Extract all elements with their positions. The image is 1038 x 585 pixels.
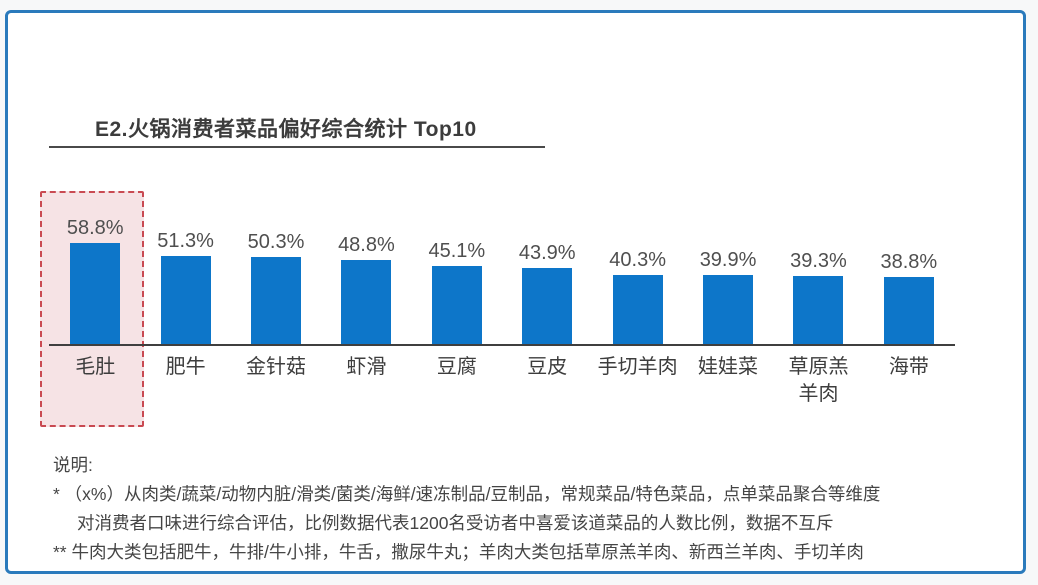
bar-column-草原羔羊肉: 39.3% bbox=[773, 191, 863, 344]
category-label: 豆腐 bbox=[436, 356, 477, 378]
chart-title: E2.火锅消费者菜品偏好综合统计 Top10 bbox=[95, 118, 477, 141]
bar-value-label: 50.3% bbox=[247, 231, 305, 253]
notes-lines: * （x%）从肉类/蔬菜/动物内脏/滑类/菌类/海鲜/速冻制品/豆制品，常规菜品… bbox=[53, 480, 993, 567]
bar-value-label: 38.8% bbox=[880, 251, 938, 273]
notes-heading: 说明: bbox=[53, 455, 93, 475]
bar bbox=[883, 277, 934, 344]
bar-column-手切羊肉: 40.3% bbox=[592, 191, 682, 344]
category-labels-row: 毛肚 肥牛 金针菇 虾滑 豆腐 豆皮 手切羊肉 娃娃菜 草原羔 羊肉 海带 bbox=[50, 354, 954, 408]
chart-card: E2.火锅消费者菜品偏好综合统计 Top10 58.8% 51.3% 50.3% 48… bbox=[5, 10, 1026, 574]
bar-value-label: 39.9% bbox=[699, 249, 757, 271]
bar-column-虾滑: 48.8% bbox=[321, 191, 411, 344]
bar-value-label: 39.3% bbox=[790, 250, 847, 272]
bar bbox=[251, 257, 302, 344]
bar bbox=[612, 275, 663, 344]
bar-column-毛肚: 58.8% bbox=[50, 191, 140, 344]
category-label: 海带 bbox=[888, 356, 929, 378]
note-line: * （x%）从肉类/蔬菜/动物内脏/滑类/菌类/海鲜/速冻制品/豆制品，常规菜品… bbox=[53, 484, 881, 504]
category-label: 草原羔 羊肉 bbox=[788, 356, 849, 405]
bar-column-金针菇: 50.3% bbox=[231, 191, 321, 344]
category-label: 金针菇 bbox=[246, 356, 307, 378]
bar-value-label: 43.9% bbox=[518, 242, 576, 264]
bar-column-豆皮: 43.9% bbox=[502, 191, 592, 344]
category-label: 肥牛 bbox=[165, 356, 206, 378]
note-line: 对消费者口味进行综合评估，比例数据代表1200名受访者中喜爱该道菜品的人数比例，… bbox=[77, 513, 834, 533]
bar bbox=[160, 256, 211, 344]
note-line: ** 牛肉大类包括肥牛，牛排/牛小排，牛舌，撒尿牛丸；羊肉大类包括草原羔羊肉、新… bbox=[53, 542, 864, 562]
bar bbox=[341, 260, 392, 344]
bar-column-豆腐: 45.1% bbox=[412, 191, 502, 344]
bar-value-label: 58.8% bbox=[66, 217, 124, 239]
bar-value-label: 51.3% bbox=[157, 230, 214, 252]
bar-value-label: 45.1% bbox=[428, 240, 486, 262]
bar bbox=[522, 268, 573, 344]
title-underline bbox=[49, 146, 545, 148]
category-label: 手切羊肉 bbox=[597, 356, 678, 378]
x-axis-line bbox=[49, 344, 955, 346]
bar-column-海带: 38.8% bbox=[864, 191, 954, 344]
category-label: 毛肚 bbox=[75, 356, 116, 378]
bar-chart: 58.8% 51.3% 50.3% 48.8% 45.1% 43.9% 40.3% 39.9%… bbox=[8, 13, 1038, 585]
bar bbox=[70, 243, 121, 344]
bars-row: 58.8% 51.3% 50.3% 48.8% 45.1% 43.9% 40.3% 39.9%… bbox=[50, 191, 954, 344]
bar-value-label: 40.3% bbox=[609, 249, 666, 271]
bar bbox=[703, 275, 754, 344]
bar-column-肥牛: 51.3% bbox=[140, 191, 230, 344]
bar bbox=[431, 266, 482, 344]
category-label: 虾滑 bbox=[346, 356, 387, 378]
bar bbox=[793, 276, 844, 344]
bar-value-label: 48.8% bbox=[338, 234, 395, 256]
category-label: 豆皮 bbox=[527, 356, 568, 378]
footnotes: 说明: * （x%）从肉类/蔬菜/动物内脏/滑类/菌类/海鲜/速冻制品/豆制品，… bbox=[53, 451, 993, 567]
category-label: 娃娃菜 bbox=[698, 356, 759, 378]
bar-column-娃娃菜: 39.9% bbox=[683, 191, 773, 344]
